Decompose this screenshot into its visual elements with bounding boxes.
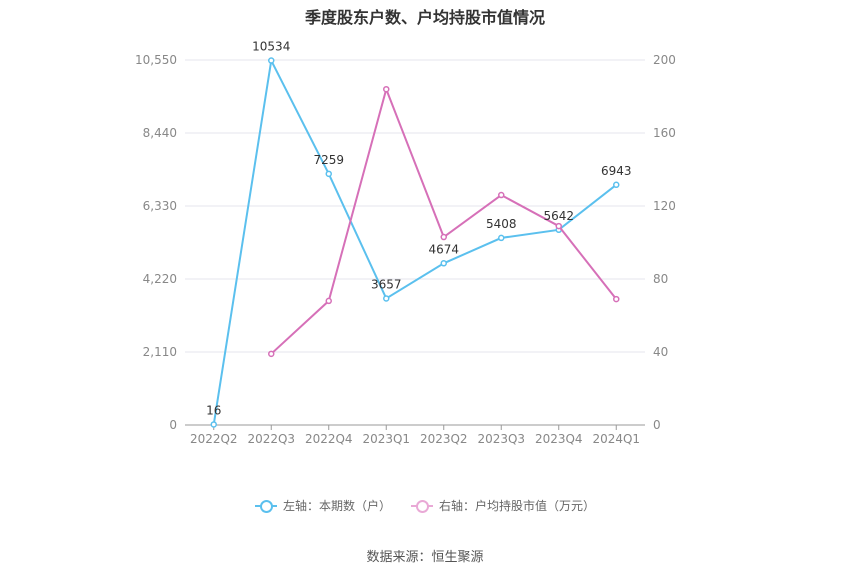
axes: 0 0 2,110 40 4,220 80 6,330 120 8,440 160 10,550 20… bbox=[135, 53, 676, 446]
left-series-point bbox=[325, 170, 332, 178]
left-series-point bbox=[210, 421, 217, 428]
left-series-point bbox=[498, 234, 505, 242]
legend-label-left: 左轴：本期数（户） bbox=[282, 499, 391, 513]
grid-lines bbox=[185, 59, 645, 353]
legend-item-right-series[interactable]: 右轴：户均持股市值（万元） bbox=[411, 497, 595, 514]
data-label: 16 bbox=[206, 403, 221, 417]
right-series-point bbox=[325, 297, 332, 305]
y-left-tick-label: 8,440 bbox=[143, 126, 177, 140]
y-right-tick-label: 160 bbox=[653, 126, 676, 140]
y-right-tick-label: 40 bbox=[653, 345, 668, 359]
right-series-point bbox=[383, 85, 390, 93]
x-tick-label: 2023Q3 bbox=[477, 432, 525, 446]
x-tick-label: 2023Q2 bbox=[420, 432, 468, 446]
chart-title: 季度股东户数、户均持股市值情况 bbox=[304, 8, 545, 27]
legend-marker-right-icon bbox=[411, 499, 433, 513]
data-label: 7259 bbox=[313, 153, 344, 167]
x-tick-label: 2022Q3 bbox=[247, 432, 295, 446]
x-tick-label: 2024Q1 bbox=[592, 432, 640, 446]
right-series-point bbox=[268, 350, 275, 358]
y-right-tick-label: 80 bbox=[653, 272, 668, 286]
y-left-tick-label: 6,330 bbox=[143, 199, 177, 213]
legend-marker-left-icon bbox=[254, 499, 277, 513]
x-tick-label: 2023Q4 bbox=[535, 432, 583, 446]
right-series-point bbox=[440, 233, 447, 241]
series bbox=[210, 57, 620, 428]
data-label: 5642 bbox=[543, 209, 574, 223]
data-label: 3657 bbox=[371, 277, 402, 291]
y-left-tick-label: 0 bbox=[169, 418, 177, 432]
y-left-tick-label: 4,220 bbox=[143, 272, 177, 286]
left-series-line bbox=[212, 57, 617, 425]
data-label: 4674 bbox=[428, 242, 459, 256]
left-series-point bbox=[613, 181, 620, 189]
y-right-tick-label: 200 bbox=[653, 53, 676, 67]
y-right-tick-label: 0 bbox=[653, 418, 661, 432]
legend-item-left-series[interactable]: 左轴：本期数（户） bbox=[254, 497, 391, 514]
data-label: 6943 bbox=[601, 164, 632, 178]
right-series-point bbox=[613, 295, 620, 303]
x-tick-label: 2023Q1 bbox=[362, 432, 410, 446]
y-left-tick-label: 10,550 bbox=[135, 53, 177, 67]
legend: 左轴：本期数（户） 右轴：户均持股市值（万元） bbox=[0, 497, 850, 514]
y-right-tick-label: 120 bbox=[653, 199, 676, 213]
right-series-point bbox=[498, 191, 505, 199]
x-tick-label: 2022Q4 bbox=[305, 432, 353, 446]
right-series-point bbox=[555, 222, 562, 230]
x-tick-label: 2022Q2 bbox=[190, 432, 238, 446]
left-series-point bbox=[268, 57, 275, 64]
left-series-point bbox=[440, 260, 447, 267]
data-labels: 16 10534 7259 3657 4674 5408 5642 6943 bbox=[206, 40, 631, 418]
left-series-point bbox=[383, 295, 390, 302]
source-note: 数据来源：恒生聚源 bbox=[366, 550, 484, 565]
legend-label-right: 右轴：户均持股市值（万元） bbox=[439, 499, 596, 513]
data-label: 5408 bbox=[486, 217, 517, 231]
data-label: 10534 bbox=[252, 40, 290, 54]
y-left-tick-label: 2,110 bbox=[143, 345, 177, 359]
